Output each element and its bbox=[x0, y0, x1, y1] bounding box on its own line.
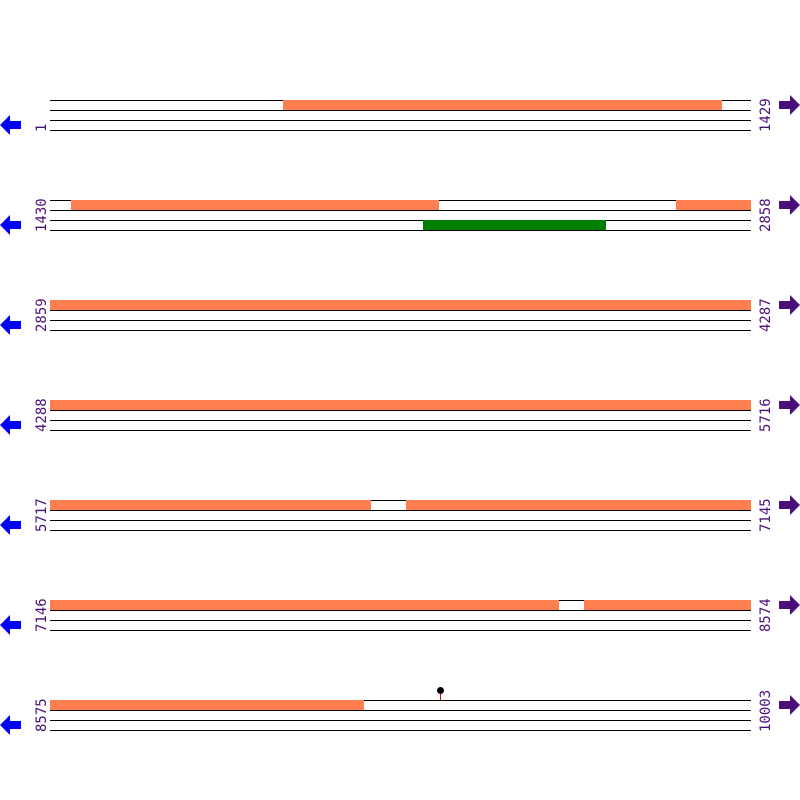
marker-dot[interactable] bbox=[437, 687, 445, 694]
arrow-right-icon[interactable] bbox=[779, 494, 800, 516]
marker-stem bbox=[440, 692, 442, 700]
feature-segment[interactable] bbox=[282, 100, 723, 110]
arrow-right-icon[interactable] bbox=[779, 294, 800, 316]
strand-line bbox=[50, 230, 751, 231]
arrow-left-icon[interactable] bbox=[0, 614, 22, 636]
map-row: 7146 8574 bbox=[0, 590, 800, 635]
map-row: 2859 4287 bbox=[0, 290, 800, 335]
row-start-label: 1430 bbox=[34, 198, 50, 232]
strand-line bbox=[50, 520, 751, 521]
feature-segment[interactable] bbox=[50, 600, 559, 610]
map-row: 1430 2858 bbox=[0, 190, 800, 235]
strand-line bbox=[50, 710, 751, 711]
map-row: 5717 7145 bbox=[0, 490, 800, 535]
feature-segment[interactable] bbox=[50, 700, 364, 710]
row-start-label: 5717 bbox=[34, 498, 50, 532]
arrow-left-icon[interactable] bbox=[0, 214, 22, 236]
strand-line bbox=[50, 330, 751, 331]
arrow-right-icon[interactable] bbox=[779, 694, 800, 716]
strand-line bbox=[50, 110, 751, 111]
strand-line bbox=[50, 410, 751, 411]
map-row: 4288 5716 bbox=[0, 390, 800, 435]
map-row: 1 1429 bbox=[0, 90, 800, 135]
feature-segment[interactable] bbox=[584, 600, 751, 610]
row-end-label: 2858 bbox=[758, 198, 774, 232]
strand-line bbox=[50, 310, 751, 311]
row-start-label: 8575 bbox=[34, 698, 50, 732]
row-end-label: 8574 bbox=[758, 598, 774, 632]
feature-segment[interactable] bbox=[71, 200, 440, 210]
arrow-right-icon[interactable] bbox=[779, 194, 800, 216]
arrow-left-icon[interactable] bbox=[0, 514, 22, 536]
row-end-label: 5716 bbox=[758, 398, 774, 432]
row-end-label: 1429 bbox=[758, 98, 774, 132]
row-end-label: 10003 bbox=[758, 689, 774, 732]
arrow-left-icon[interactable] bbox=[0, 114, 22, 136]
strand-line bbox=[50, 730, 751, 731]
strand-line bbox=[50, 130, 751, 131]
row-start-label: 4288 bbox=[34, 398, 50, 432]
strand-line bbox=[50, 630, 751, 631]
arrow-right-icon[interactable] bbox=[779, 594, 800, 616]
strand-line bbox=[50, 720, 751, 721]
arrow-left-icon[interactable] bbox=[0, 314, 22, 336]
strand-line bbox=[50, 620, 751, 621]
feature-segment[interactable] bbox=[676, 200, 751, 210]
strand-line bbox=[50, 220, 751, 221]
strand-line bbox=[50, 500, 751, 501]
strand-line bbox=[50, 530, 751, 531]
arrow-left-icon[interactable] bbox=[0, 414, 22, 436]
arrow-left-icon[interactable] bbox=[0, 714, 22, 736]
strand-line bbox=[50, 610, 751, 611]
strand-line bbox=[50, 430, 751, 431]
arrow-right-icon[interactable] bbox=[779, 94, 800, 116]
row-start-label: 7146 bbox=[34, 598, 50, 632]
arrow-right-icon[interactable] bbox=[779, 394, 800, 416]
feature-segment[interactable] bbox=[50, 500, 371, 510]
feature-segment[interactable] bbox=[406, 500, 751, 510]
row-end-label: 7145 bbox=[758, 498, 774, 532]
strand-line bbox=[50, 120, 751, 121]
row-end-label: 4287 bbox=[758, 298, 774, 332]
strand-line bbox=[50, 210, 751, 211]
row-start-label: 2859 bbox=[34, 298, 50, 332]
feature-segment[interactable] bbox=[50, 300, 751, 310]
green-feature[interactable] bbox=[423, 220, 606, 230]
strand-line bbox=[50, 700, 751, 701]
map-row: 8575 10003 bbox=[0, 687, 800, 735]
strand-line bbox=[50, 420, 751, 421]
strand-line bbox=[50, 320, 751, 321]
feature-segment[interactable] bbox=[50, 400, 751, 410]
row-start-label: 1 bbox=[34, 123, 50, 132]
strand-line bbox=[50, 510, 751, 511]
